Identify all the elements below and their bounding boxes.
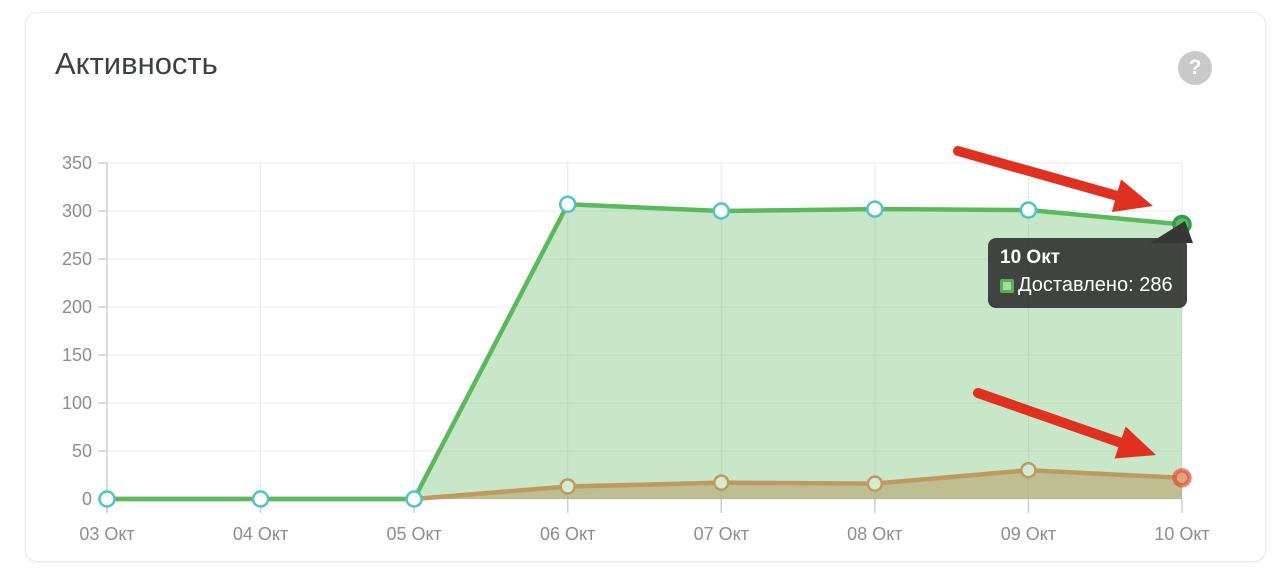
series-legend-swatch bbox=[1000, 278, 1014, 293]
help-icon[interactable]: ? bbox=[1178, 51, 1212, 85]
tooltip-date: 10 Окт bbox=[1000, 247, 1061, 268]
tooltip-series-row: Доставлено: 286 bbox=[1000, 274, 1173, 297]
tooltip-value: Доставлено: 286 bbox=[1018, 274, 1173, 296]
chart-tooltip: 10 Окт Доставлено: 286 bbox=[988, 238, 1187, 308]
page-title: Активность bbox=[55, 46, 218, 81]
question-mark-glyph: ? bbox=[1188, 56, 1202, 79]
